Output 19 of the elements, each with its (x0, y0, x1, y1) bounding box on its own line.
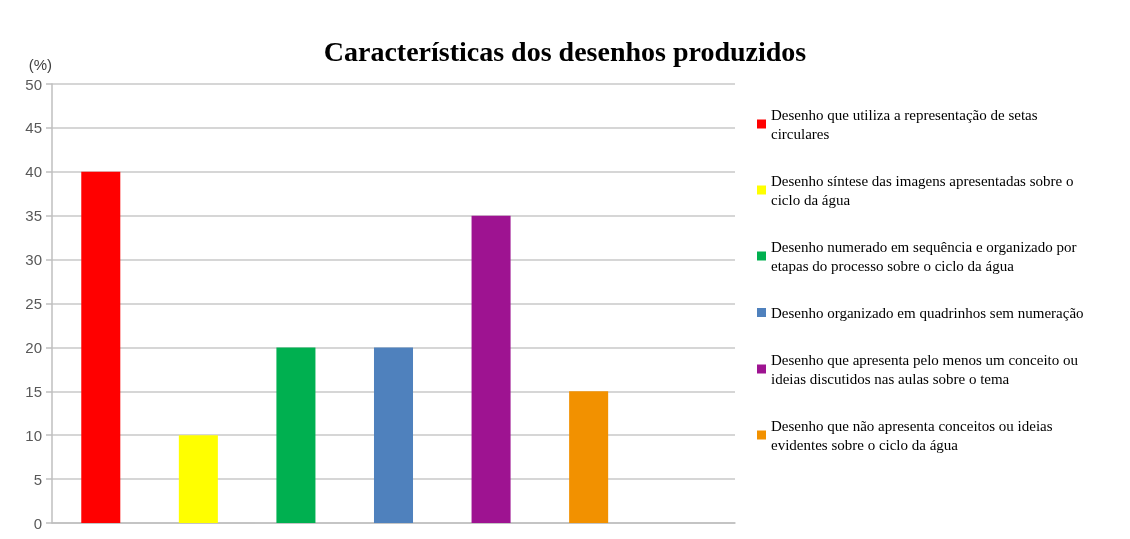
legend-label: Desenho organizado em quadrinhos sem numeração (771, 304, 1084, 321)
chart-title: Características dos desenhos produzidos (323, 35, 807, 67)
legend-label: Desenho síntese das imagens apresentadas sobre o ciclo da água (771, 172, 1078, 208)
legend-label: Desenho que utiliza a representação de setas circulares (771, 106, 1042, 142)
y-tick-label: 45 (25, 119, 42, 137)
y-tick-label: 15 (25, 382, 42, 400)
y-tick-label: 50 (25, 75, 42, 93)
y-tick-label: 40 (25, 163, 42, 181)
legend-label: Desenho numerado em sequência e organizado por etapas do processo sobre o ciclo da água (771, 238, 1081, 274)
y-tick-label: 0 (33, 514, 42, 532)
y-tick-label: 35 (25, 207, 42, 225)
y-axis-title: (%) (28, 56, 52, 73)
legend-label: Desenho que não apresenta conceitos ou ideias evidentes sobre o ciclo da água (771, 417, 1057, 453)
y-tick-label: 25 (25, 295, 42, 312)
y-tick-label: 5 (33, 470, 42, 488)
y-tick-label: 30 (25, 251, 42, 269)
y-tick-label: 10 (25, 426, 42, 444)
y-tick-label: 20 (25, 338, 42, 356)
legend-label: Desenho que apresenta pelo menos um conceito ou ideias discutidos nas aulas sobre o tema (771, 351, 1082, 387)
